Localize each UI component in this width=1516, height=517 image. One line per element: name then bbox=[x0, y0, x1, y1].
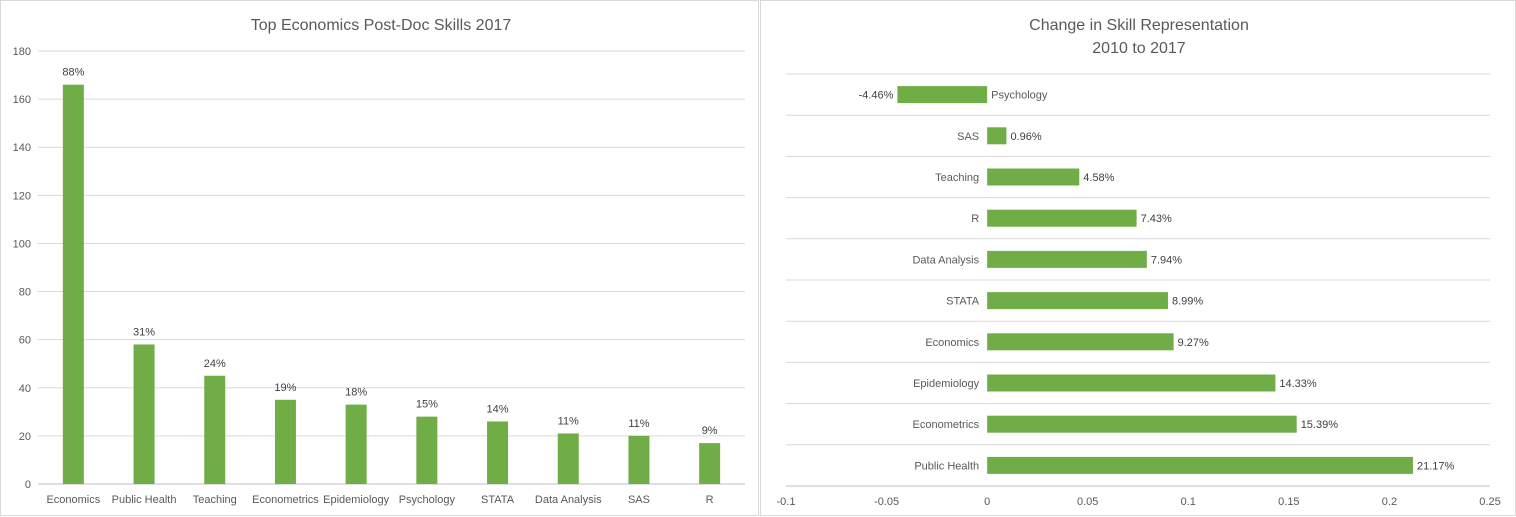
y-tick-label: 160 bbox=[13, 94, 31, 106]
x-tick-label: STATA bbox=[481, 494, 515, 506]
bar bbox=[274, 399, 296, 484]
skill-change-chart: Change in Skill Representation 2010 to 2… bbox=[760, 0, 1516, 516]
x-tick-label: Teaching bbox=[193, 494, 237, 506]
bar bbox=[62, 84, 84, 484]
x-tick-label: R bbox=[706, 494, 714, 506]
bar bbox=[987, 127, 1007, 145]
x-tick-label: Epidemiology bbox=[323, 494, 390, 506]
x-tick-label: 0 bbox=[984, 496, 990, 508]
bar bbox=[987, 209, 1137, 227]
data-label: 7.94% bbox=[1151, 254, 1182, 266]
x-tick-label: -0.1 bbox=[777, 496, 796, 508]
data-label: 9.27% bbox=[1178, 337, 1209, 349]
category-label: Psychology bbox=[991, 90, 1048, 102]
category-label: STATA bbox=[946, 296, 980, 308]
bar bbox=[133, 344, 155, 484]
category-label: R bbox=[971, 213, 979, 225]
category-label: Econometrics bbox=[913, 419, 980, 431]
category-label: Economics bbox=[925, 337, 979, 349]
y-tick-label: 180 bbox=[13, 46, 31, 58]
chart-title: Top Economics Post-Doc Skills 2017 bbox=[251, 17, 512, 34]
y-tick-label: 100 bbox=[13, 238, 31, 250]
bar bbox=[487, 421, 509, 484]
data-label: 31% bbox=[133, 326, 155, 338]
category-label: Data Analysis bbox=[912, 254, 979, 266]
data-label: 21.17% bbox=[1417, 460, 1455, 472]
y-tick-label: 60 bbox=[19, 335, 31, 347]
bar bbox=[897, 86, 988, 104]
x-tick-label: Econometrics bbox=[252, 494, 319, 506]
category-label: Teaching bbox=[935, 172, 979, 184]
data-label: 11% bbox=[628, 418, 649, 430]
bar bbox=[987, 250, 1147, 268]
data-label: 24% bbox=[204, 358, 226, 370]
x-tick-label: Economics bbox=[46, 494, 100, 506]
data-label: 14% bbox=[487, 403, 509, 415]
bar bbox=[987, 415, 1297, 433]
y-tick-label: 40 bbox=[19, 383, 31, 395]
data-label: 14.33% bbox=[1279, 378, 1317, 390]
data-label: 18% bbox=[345, 387, 367, 399]
y-tick-label: 0 bbox=[25, 479, 31, 491]
y-tick-label: 120 bbox=[13, 190, 31, 202]
x-tick-label: 0.2 bbox=[1382, 496, 1397, 508]
x-tick-label: 0.05 bbox=[1077, 496, 1098, 508]
x-tick-label: Data Analysis bbox=[535, 494, 602, 506]
data-label: 11% bbox=[558, 415, 579, 427]
chart-subtitle: 2010 to 2017 bbox=[1092, 40, 1186, 57]
bar bbox=[416, 416, 438, 484]
data-label: 88% bbox=[62, 67, 84, 79]
bar bbox=[345, 404, 367, 484]
x-tick-label: 0.25 bbox=[1479, 496, 1500, 508]
data-label: 15% bbox=[416, 399, 438, 411]
y-tick-label: 140 bbox=[13, 142, 31, 154]
category-label: Public Health bbox=[914, 460, 979, 472]
bar bbox=[987, 333, 1174, 351]
bar bbox=[628, 435, 650, 484]
bar bbox=[987, 456, 1413, 474]
x-tick-label: 0.15 bbox=[1278, 496, 1299, 508]
category-label: SAS bbox=[957, 131, 979, 143]
chart-title: Change in Skill Representation bbox=[1029, 17, 1249, 34]
bar bbox=[557, 433, 579, 484]
y-tick-label: 80 bbox=[19, 287, 31, 299]
x-tick-label: 0.1 bbox=[1181, 496, 1196, 508]
bar bbox=[987, 168, 1080, 186]
data-label: 0.96% bbox=[1010, 131, 1041, 143]
bar bbox=[699, 443, 721, 484]
data-label: 4.58% bbox=[1083, 172, 1114, 184]
x-tick-label: SAS bbox=[628, 494, 650, 506]
x-tick-label: Public Health bbox=[112, 494, 177, 506]
data-label: 15.39% bbox=[1301, 419, 1339, 431]
category-label: Epidemiology bbox=[913, 378, 980, 390]
y-tick-label: 20 bbox=[19, 431, 31, 443]
skills-2017-chart: Top Economics Post-Doc Skills 2017 0 20 40… bbox=[0, 0, 759, 516]
data-label: 8.99% bbox=[1172, 296, 1203, 308]
x-tick-label: Psychology bbox=[399, 494, 456, 506]
data-label: 19% bbox=[274, 382, 296, 394]
bar bbox=[204, 375, 226, 484]
data-label: 7.43% bbox=[1141, 213, 1172, 225]
bar bbox=[987, 374, 1276, 392]
data-label: -4.46% bbox=[859, 90, 894, 102]
x-tick-label: -0.05 bbox=[874, 496, 899, 508]
skills-2017-chart-svg: Top Economics Post-Doc Skills 2017 0 20 40… bbox=[13, 17, 745, 506]
data-label: 9% bbox=[702, 425, 718, 437]
bar bbox=[987, 292, 1168, 310]
skill-change-chart-svg: Change in Skill Representation 2010 to 2… bbox=[777, 17, 1501, 508]
